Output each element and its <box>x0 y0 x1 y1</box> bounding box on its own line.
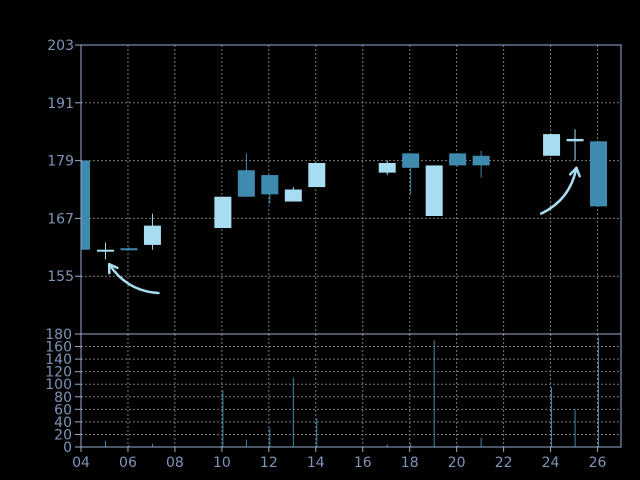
x-tick-label: 12 <box>260 455 278 471</box>
price-plot-frame <box>80 44 622 335</box>
candle-up <box>143 225 161 245</box>
candle-up <box>96 249 114 252</box>
candle-down <box>261 175 279 195</box>
volume-tick-label: 120 <box>45 365 72 381</box>
x-tick-label: 08 <box>166 455 184 471</box>
price-tick-label: 203 <box>47 38 74 54</box>
candle-up <box>308 163 326 188</box>
candle-up <box>543 134 561 156</box>
volume-tick-label: 40 <box>54 415 72 431</box>
volume-grid <box>80 334 621 447</box>
candle-down <box>237 170 255 197</box>
x-tick-label: 10 <box>213 455 231 471</box>
x-tick-label: 16 <box>354 455 372 471</box>
x-tick-label: 06 <box>119 455 137 471</box>
candle-down <box>120 248 138 251</box>
candle-up <box>425 165 443 216</box>
volume-plot-frame <box>80 333 622 448</box>
candle-down <box>590 141 608 207</box>
candle-up <box>284 189 302 202</box>
candle-up <box>378 163 396 173</box>
x-tick-label: 24 <box>542 455 560 471</box>
x-tick-label: 18 <box>401 455 419 471</box>
candle-down <box>472 155 490 166</box>
price-grid <box>80 44 621 334</box>
volume-tick-label: 0 <box>63 440 72 456</box>
candle-up <box>566 138 584 142</box>
x-tick-label: 26 <box>589 455 607 471</box>
price-tick-label: 155 <box>47 269 74 285</box>
volume-tick-label: 180 <box>45 327 72 343</box>
volume-bars <box>80 337 600 447</box>
volume-tick-label: 80 <box>54 390 72 406</box>
x-tick-label: 22 <box>495 455 513 471</box>
price-tick-label: 179 <box>47 154 74 170</box>
volume-tick-label: 60 <box>54 402 72 418</box>
volume-tick-label: 140 <box>45 352 72 368</box>
candles <box>80 129 608 260</box>
candle-down <box>81 160 90 250</box>
price-axis-ticks: 155 167 179 191 203 <box>47 38 81 285</box>
x-axis-ticks: 04 06 08 10 12 14 16 18 20 22 24 26 <box>72 447 607 471</box>
plot-frames <box>80 44 622 448</box>
volume-tick-label: 160 <box>45 340 72 356</box>
annotation-arrowhead <box>107 262 119 275</box>
price-tick-label: 191 <box>47 96 74 112</box>
candle-up <box>214 196 232 229</box>
x-tick-label: 14 <box>307 455 325 471</box>
candle-down <box>449 153 467 166</box>
x-tick-label: 20 <box>448 455 466 471</box>
annotation-arrow <box>107 262 160 295</box>
candle-down <box>402 153 420 168</box>
annotation-arrow <box>539 166 578 215</box>
volume-tick-label: 20 <box>54 427 72 443</box>
volume-tick-label: 100 <box>45 377 72 393</box>
x-tick-label: 04 <box>72 455 90 471</box>
price-tick-label: 167 <box>47 211 74 227</box>
annotation-arrowhead <box>568 166 581 178</box>
annotations <box>107 166 581 295</box>
